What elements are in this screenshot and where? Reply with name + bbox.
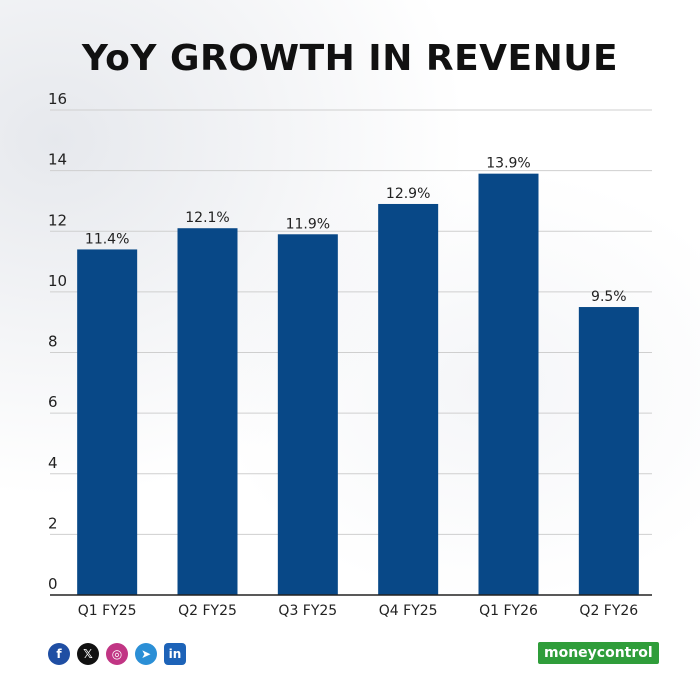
bar: [478, 173, 539, 595]
brand-logo: moneycontrol: [538, 642, 659, 664]
data-label: 9.5%: [591, 289, 627, 305]
bar: [378, 203, 439, 595]
data-label: 11.4%: [85, 231, 129, 247]
x-tick-label: Q2 FY25: [178, 603, 237, 619]
telegram-icon[interactable]: ➤: [135, 643, 157, 665]
x-tick-label: Q2 FY26: [579, 603, 638, 619]
data-label: 12.9%: [386, 186, 430, 202]
facebook-icon[interactable]: f: [48, 643, 70, 665]
y-tick-label: 0: [48, 575, 58, 593]
y-tick-label: 14: [48, 151, 67, 169]
social-icons: f 𝕏 ◎ ➤ in: [48, 643, 186, 665]
y-tick-label: 16: [48, 90, 67, 108]
data-label: 11.9%: [286, 216, 330, 232]
bar: [77, 249, 138, 595]
y-tick-label: 10: [48, 272, 67, 290]
y-tick-label: 4: [48, 454, 58, 472]
instagram-icon[interactable]: ◎: [106, 643, 128, 665]
bar: [578, 307, 639, 595]
data-label: 13.9%: [486, 156, 530, 172]
y-tick-label: 8: [48, 333, 58, 351]
x-tick-label: Q3 FY25: [278, 603, 337, 619]
x-tick-label: Q1 FY26: [479, 603, 538, 619]
bar: [177, 228, 238, 595]
data-label: 12.1%: [185, 210, 229, 226]
bar: [277, 234, 338, 595]
y-tick-label: 12: [48, 211, 67, 229]
y-tick-label: 2: [48, 514, 58, 532]
chart-title: YoY GROWTH IN REVENUE: [81, 38, 619, 79]
x-tick-label: Q1 FY25: [78, 603, 137, 619]
y-tick-label: 6: [48, 393, 58, 411]
x-tick-label: Q4 FY25: [379, 603, 438, 619]
linkedin-icon[interactable]: in: [164, 643, 186, 665]
x-icon[interactable]: 𝕏: [77, 643, 99, 665]
